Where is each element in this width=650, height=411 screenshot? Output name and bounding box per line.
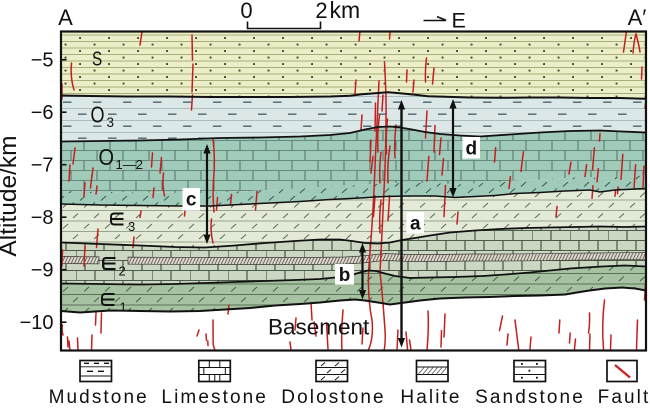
- svg-text:O: O: [99, 144, 115, 170]
- svg-text:S: S: [92, 48, 102, 71]
- svg-text:1: 1: [120, 300, 127, 315]
- svg-text:a: a: [410, 213, 421, 234]
- svg-text:2: 2: [315, 0, 327, 23]
- svg-text:0: 0: [240, 0, 252, 23]
- svg-text:−10: −10: [20, 312, 54, 334]
- svg-text:3: 3: [128, 219, 135, 234]
- svg-text:Altitude/km: Altitude/km: [0, 135, 22, 256]
- svg-text:Sandstone: Sandstone: [475, 387, 585, 408]
- svg-text:A′: A′: [628, 5, 647, 30]
- svg-text:Dolostone: Dolostone: [281, 387, 385, 408]
- svg-text:d: d: [465, 139, 477, 160]
- svg-text:Fault: Fault: [598, 387, 650, 408]
- svg-text:Mudstone: Mudstone: [49, 387, 149, 408]
- svg-text:1—2: 1—2: [116, 157, 143, 172]
- svg-text:−9: −9: [31, 260, 54, 282]
- svg-text:c: c: [186, 190, 197, 211]
- svg-text:−6: −6: [31, 102, 54, 124]
- svg-text:E: E: [452, 9, 466, 33]
- svg-text:−7: −7: [31, 155, 54, 177]
- svg-text:b: b: [339, 265, 351, 286]
- svg-text:O: O: [91, 102, 105, 128]
- svg-text:Limestone: Limestone: [161, 387, 268, 408]
- svg-text:Halite: Halite: [400, 387, 461, 408]
- svg-text:−8: −8: [31, 207, 54, 229]
- svg-text:A: A: [58, 5, 73, 30]
- svg-text:−5: −5: [31, 50, 54, 72]
- svg-text:3: 3: [107, 115, 115, 130]
- svg-text:Basement: Basement: [268, 315, 370, 340]
- svg-text:2: 2: [119, 264, 126, 279]
- svg-text:km: km: [330, 0, 361, 23]
